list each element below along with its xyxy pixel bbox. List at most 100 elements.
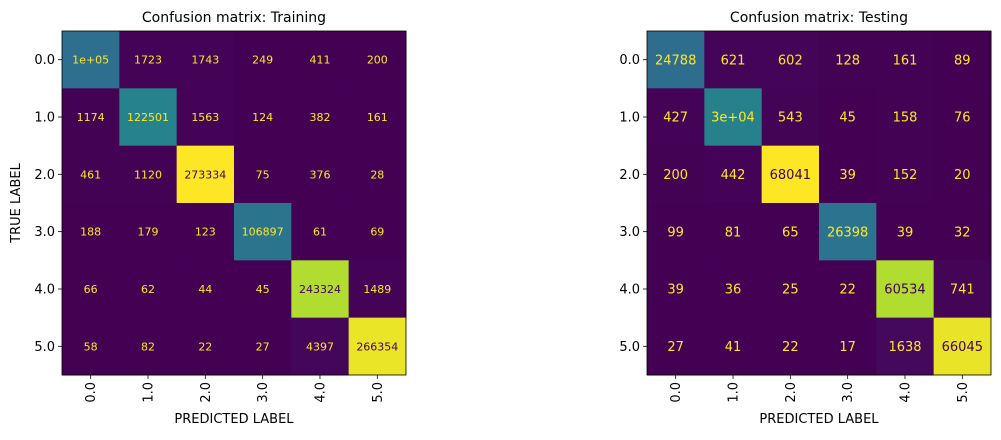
cell-value-label: 45 [256, 283, 270, 296]
heatmap-cell [761, 202, 820, 261]
cell-value-label: 1e+05 [72, 54, 109, 67]
cell-value-label: 76 [954, 111, 971, 126]
cell-value-label: 128 [835, 53, 860, 68]
heatmap-cell [291, 202, 350, 261]
cell-value-label: 200 [663, 168, 688, 183]
cell-value-label: 1489 [363, 283, 391, 296]
cell-value-label: 1723 [134, 54, 162, 67]
cell-value-label: 69 [370, 226, 384, 239]
chart-title: Confusion matrix: Testing [730, 10, 908, 26]
heatmap-cell [233, 31, 292, 89]
heatmap-cell [119, 145, 178, 204]
heatmap-cell [233, 88, 292, 147]
cell-value-label: 106897 [242, 226, 284, 239]
cell-value-label: 158 [893, 111, 918, 126]
heatmap-cell [119, 260, 178, 319]
x-axis-label: PREDICTED LABEL [174, 412, 294, 427]
y-tick-label: 1.0 [34, 110, 55, 125]
cell-value-label: 273334 [184, 168, 226, 181]
y-axis-label: TRUE LABEL [9, 162, 24, 243]
heatmap-cell [348, 88, 407, 147]
cell-value-label: 152 [893, 168, 918, 183]
x-axis-label: PREDICTED LABEL [759, 412, 879, 427]
cell-value-label: 123 [195, 226, 216, 239]
cell-value-label: 39 [897, 225, 914, 240]
heatmap-cell [291, 31, 350, 89]
heatmap-cell [818, 31, 877, 89]
x-tick-label: 5.0 [956, 382, 971, 403]
heatmap-cell [876, 260, 935, 319]
x-tick-label: 4.0 [898, 382, 913, 403]
heatmap-cell [176, 202, 235, 261]
cell-value-label: 62 [141, 283, 155, 296]
heatmap-cell [348, 317, 407, 376]
cell-value-label: 266354 [356, 340, 398, 353]
x-tick-label: 2.0 [784, 382, 799, 403]
heatmap-cell [761, 88, 820, 147]
cell-value-label: 99 [667, 225, 684, 240]
cell-value-label: 543 [778, 111, 803, 126]
heatmap-cell [647, 260, 705, 319]
y-tick-label: 5.0 [619, 340, 640, 355]
heatmap-cell [348, 145, 407, 204]
x-tick-label: 1.0 [141, 382, 156, 403]
heatmap-cell [876, 31, 935, 89]
y-tick-label: 0.0 [619, 53, 640, 68]
chart-panel-training: 1e+05 1723 1743 249 411 200 1174 122501 1563 124 3… [9, 10, 407, 427]
x-tick-label: 3.0 [841, 382, 856, 403]
heatmap-cell [704, 88, 763, 147]
heatmap-cell [348, 260, 407, 319]
heatmap-cell [119, 202, 178, 261]
heatmap-cell [176, 145, 235, 204]
cell-value-label: 65 [782, 225, 799, 240]
x-tick-label: 4.0 [313, 382, 328, 403]
cell-value-label: 17 [839, 340, 856, 355]
heatmap-cell [933, 202, 992, 261]
y-tick-label: 1.0 [619, 110, 640, 125]
cell-value-label: 442 [721, 168, 746, 183]
heatmap-cell [761, 145, 820, 204]
y-tick-label: 2.0 [34, 168, 55, 183]
heatmap-cell [119, 88, 178, 147]
heatmap-cell [291, 88, 350, 147]
y-tick-label: 3.0 [619, 225, 640, 240]
heatmap-cell [704, 317, 763, 376]
heatmap-cell [933, 317, 992, 376]
heatmap-cell [876, 317, 935, 376]
cell-value-label: 39 [667, 283, 684, 298]
heatmap-cell [704, 145, 763, 204]
cell-value-label: 20 [954, 168, 971, 183]
cell-value-label: 188 [80, 226, 101, 239]
cell-value-label: 602 [778, 53, 803, 68]
heatmap-cell [761, 31, 820, 89]
heatmap-cell [704, 202, 763, 261]
heatmap-cell [348, 31, 407, 89]
cell-value-label: 22 [198, 340, 212, 353]
heatmap-cell [818, 202, 877, 261]
y-tick-label: 0.0 [34, 53, 55, 68]
heatmap-cell [233, 202, 292, 261]
heatmap-cell [761, 317, 820, 376]
heatmap-cell [647, 31, 705, 89]
heatmap-cell [933, 145, 992, 204]
heatmap-cell [176, 317, 235, 376]
plot-frame [646, 30, 992, 376]
heatmap-cell [62, 88, 120, 147]
heatmap-cell [647, 317, 705, 376]
heatmap-cell [233, 317, 292, 376]
y-tick-label: 5.0 [34, 340, 55, 355]
x-tick-label: 1.0 [726, 382, 741, 403]
x-tick-label: 3.0 [256, 382, 271, 403]
heatmap-cell [233, 145, 292, 204]
heatmap-cell [876, 88, 935, 147]
cell-value-label: 66 [84, 283, 98, 296]
heatmap-cell [62, 317, 120, 376]
cell-value-label: 461 [80, 168, 101, 181]
y-tick-label: 2.0 [619, 168, 640, 183]
cell-value-label: 376 [309, 168, 330, 181]
y-tick-label: 4.0 [619, 282, 640, 297]
cell-value-label: 249 [252, 54, 273, 67]
cell-value-label: 161 [367, 111, 388, 124]
heatmap-cell [704, 260, 763, 319]
